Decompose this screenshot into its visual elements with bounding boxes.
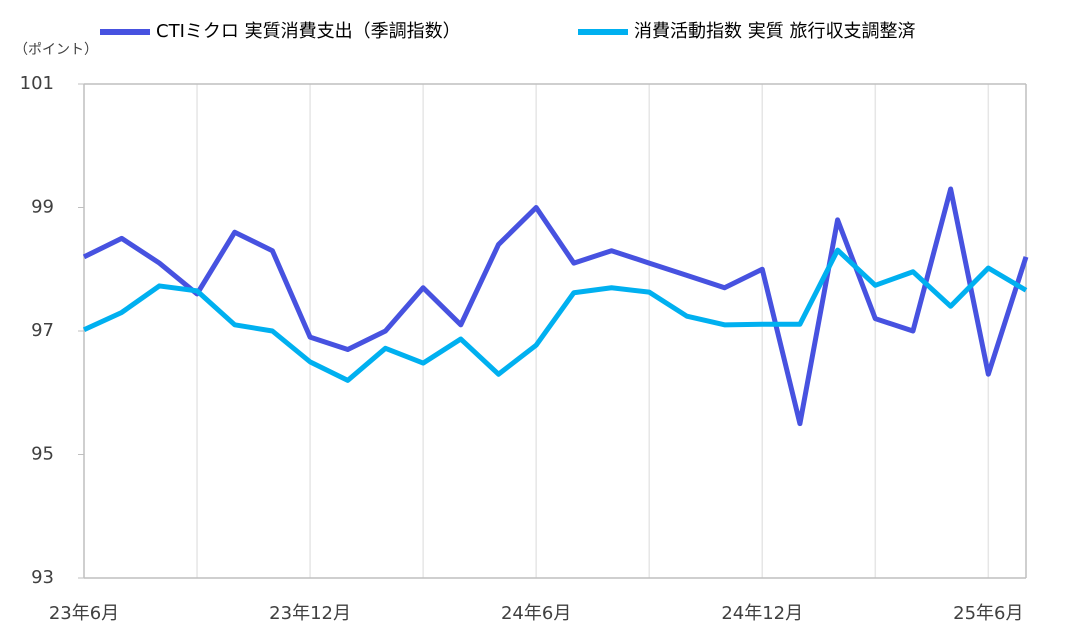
y-tick-label: 99	[31, 197, 54, 218]
legend-label: 消費活動指数 実質 旅行収支調整済	[634, 21, 915, 42]
y-tick-label: 95	[31, 444, 54, 465]
x-tick-label: 25年6月	[953, 603, 1023, 624]
y-tick-label: 93	[31, 567, 54, 588]
x-tick-label: 23年12月	[269, 603, 351, 624]
legend-label: CTIミクロ 実質消費支出（季調指数）	[156, 21, 461, 42]
x-tick-label: 24年6月	[501, 603, 571, 624]
line-series	[82, 247, 1028, 383]
y-tick-label: 97	[31, 320, 54, 341]
line-series	[82, 186, 1029, 427]
x-tick-label: 24年12月	[721, 603, 803, 624]
y-unit-label: （ポイント）	[14, 42, 98, 58]
x-tick-label: 23年6月	[49, 603, 119, 624]
y-tick-label: 101	[20, 73, 54, 94]
